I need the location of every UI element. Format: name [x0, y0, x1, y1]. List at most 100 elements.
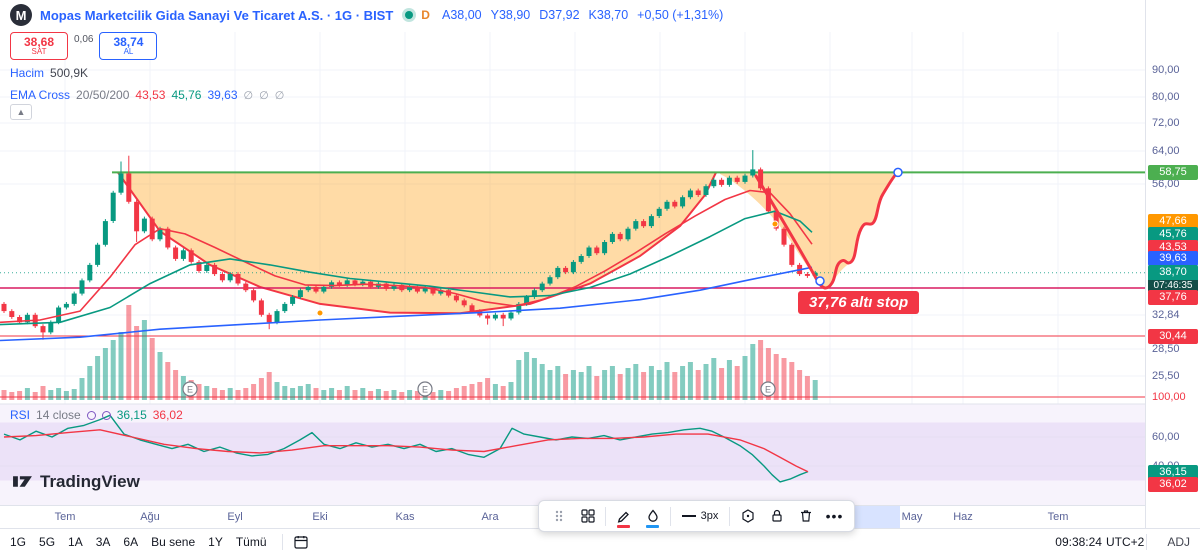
range-button-6a[interactable]: 6A: [123, 535, 139, 549]
bottom-toolbar: 1G 5G 1A 3A 6A Bu sene 1Y Tümü 09:38:24 UTC+2 A…: [0, 528, 1200, 555]
tradingview-logo-icon: [13, 476, 32, 487]
ohlc-item: A38,00: [441, 8, 482, 22]
eye-off-icon[interactable]: ∅: [243, 89, 254, 102]
time-axis-month: Tem: [1047, 511, 1069, 523]
volume-legend-title: Hacim: [10, 66, 45, 80]
price-axis-label: 100,00: [1152, 391, 1186, 403]
line-width-value: 3px: [700, 510, 719, 522]
svg-text:E: E: [187, 385, 193, 395]
time-axis-month: Haz: [953, 511, 973, 523]
price-badge-58_75: 58,75: [1148, 164, 1198, 180]
ema50-value: 45,76: [171, 88, 202, 102]
buy-price: 38,74: [113, 34, 144, 49]
pencil-icon[interactable]: [609, 503, 638, 530]
drag-handle-icon[interactable]: [544, 503, 573, 530]
bar-countdown: 07:46:35: [1148, 280, 1198, 292]
watermark-text: TradingView: [40, 471, 140, 491]
bottom-divider: [281, 534, 283, 550]
ohlc-values: A38,00 Y38,90 D37,92 K38,70 +0,50 (+1,31%): [442, 8, 723, 22]
time-axis-month: Kas: [395, 511, 415, 523]
price-badge-47_66: 47,66: [1148, 213, 1198, 229]
price-axis-label: 64,00: [1152, 145, 1180, 157]
collapse-legend-button[interactable]: ▲: [10, 104, 32, 120]
ohlc-item: K38,70: [588, 8, 629, 22]
svg-text:E: E: [422, 385, 428, 395]
line-width-button[interactable]: 3px: [674, 503, 726, 530]
line-width-sample-icon: [681, 514, 696, 518]
more-options-icon[interactable]: •••: [825, 508, 844, 524]
price-axis-label: 80,00: [1152, 91, 1180, 103]
go-to-date-button[interactable]: [293, 534, 309, 550]
paint-icon[interactable]: [638, 503, 667, 530]
adj-toggle[interactable]: ADJ: [1167, 535, 1190, 549]
range-button-5g[interactable]: 5G: [39, 535, 56, 549]
range-button-tümü[interactable]: Tümü: [235, 535, 267, 549]
range-button-1y[interactable]: 1Y: [208, 535, 223, 549]
price-badge-36_15: 36,15: [1148, 464, 1198, 480]
session-clock[interactable]: 09:38:24: [1055, 535, 1102, 549]
eye-off-icon[interactable]: ∅: [259, 89, 269, 102]
eye-off-icon[interactable]: ∅: [274, 89, 285, 102]
layout-grid-icon[interactable]: [573, 503, 602, 530]
paint-color-bar: [646, 524, 659, 528]
ema-legend-params: 20/50/200: [76, 88, 130, 102]
spread-value: 0,06: [74, 34, 94, 45]
timezone-label[interactable]: UTC+2: [1105, 535, 1145, 549]
price-axis-label: 60,00: [1152, 431, 1180, 443]
range-button-1a[interactable]: 1A: [68, 535, 83, 549]
order-panel: 38,68 SAT 0,06 38,74 AL: [10, 32, 158, 60]
buy-label: AL: [123, 47, 134, 57]
chevron-up-icon: ▲: [16, 107, 26, 117]
drawing-toolbar[interactable]: 3px •••: [538, 500, 855, 532]
data-mode-flag: D: [421, 8, 430, 22]
range-buttons: 1G 5G 1A 3A 6A Bu sene 1Y Tümü: [10, 535, 280, 549]
rsi-legend[interactable]: RSI 14 close 36,15 36,02: [10, 408, 183, 422]
range-button-bu-sene[interactable]: Bu sene: [151, 535, 196, 549]
pencil-color-bar: [617, 524, 630, 528]
shapes-icon[interactable]: [733, 503, 762, 530]
symbol-title[interactable]: Mopas Marketcilik Gida Sanayi Ve Ticaret…: [40, 7, 394, 23]
price-badge-39_63: 39,63: [1148, 250, 1198, 266]
rsi-value: 36,15: [116, 408, 147, 422]
sell-button[interactable]: 38,68 SAT: [10, 32, 68, 60]
svg-text:E: E: [765, 385, 771, 395]
toolbar-divider: [605, 506, 606, 526]
volume-legend-value: 500,9K: [50, 66, 89, 80]
ohlc-item: Y38,90: [490, 8, 531, 22]
stop-annotation-label[interactable]: 37,76 altı stop: [798, 291, 920, 314]
time-axis-month: Eyl: [227, 511, 243, 523]
toolbar-divider: [729, 506, 730, 526]
price-axis-label: 56,00: [1152, 178, 1180, 190]
lock-icon[interactable]: [762, 503, 791, 530]
rsi-ma-value: 36,02: [152, 408, 183, 422]
ema-cross-legend[interactable]: EMA Cross 20/50/200 43,53 45,76 39,63 ∅ …: [10, 88, 284, 102]
toolbar-divider: [670, 506, 671, 526]
time-axis-month: Ağu: [140, 511, 160, 523]
sell-label: SAT: [31, 47, 47, 57]
market-status-icon: [405, 11, 414, 19]
price-badge-37_76: 37,76: [1148, 289, 1198, 305]
ema-legend-title: EMA Cross: [10, 88, 71, 102]
bottom-divider: [1146, 534, 1148, 550]
price-badge-30_44: 30,44: [1148, 328, 1198, 344]
buy-button[interactable]: 38,74 AL: [99, 32, 158, 60]
price-axis[interactable]: 90,00 80,00 72,00 64,00 56,00 32,84 28,50 25,50…: [1145, 0, 1200, 528]
chart-header: M Mopas Marketcilik Gida Sanayi Ve Ticar…: [0, 0, 1200, 30]
price-badge-45_76: 45,76: [1148, 226, 1198, 242]
price-axis-label: 72,00: [1152, 117, 1180, 129]
trash-icon[interactable]: [791, 503, 820, 530]
range-button-1g[interactable]: 1G: [10, 535, 27, 549]
volume-legend[interactable]: Hacim 500,9K: [10, 66, 88, 80]
price-axis-label: 90,00: [1152, 64, 1180, 76]
time-axis-month: May: [901, 511, 923, 523]
rsi-toggle-icon[interactable]: [86, 410, 96, 420]
symbol-logo: M: [10, 4, 32, 26]
range-button-3a[interactable]: 3A: [95, 535, 111, 549]
price-badge-38_70: 38,70 07:46:35: [1148, 265, 1198, 292]
change-value: +0,50 (+1,31%): [637, 8, 724, 22]
ema20-value: 43,53: [135, 88, 166, 102]
rsi-legend-title: RSI: [10, 408, 31, 422]
rsi-settings-icon[interactable]: [101, 410, 111, 420]
